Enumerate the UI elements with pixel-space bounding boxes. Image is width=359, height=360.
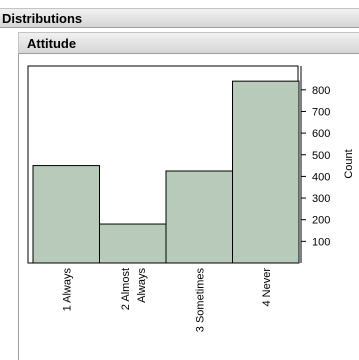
x-tick-label: 4 Never: [261, 268, 273, 307]
y-axis-label: Count: [343, 149, 355, 178]
bar[interactable]: [32, 165, 100, 264]
y-tick-label: 700: [312, 106, 330, 118]
attitude-title: Attitude: [27, 36, 77, 51]
distributions-title: Distributions: [2, 11, 83, 26]
x-tick-label: 3 Sometimes: [194, 268, 206, 333]
y-tick-label: 100: [312, 236, 330, 248]
x-tick-label: Always: [136, 268, 148, 303]
x-tick-label: 1 Always: [61, 268, 73, 312]
attitude-header[interactable]: Attitude: [18, 32, 359, 54]
y-tick-label: 400: [312, 171, 330, 183]
bar[interactable]: [232, 80, 300, 264]
y-tick-label: 600: [312, 128, 330, 140]
distributions-header[interactable]: Distributions: [0, 8, 359, 28]
y-tick-label: 200: [312, 215, 330, 227]
x-tick-label: 2 Almost: [120, 268, 132, 310]
y-tick-label: 300: [312, 193, 330, 205]
bar[interactable]: [99, 223, 167, 264]
y-tick-label: 800: [312, 85, 330, 97]
y-tick-label: 500: [312, 150, 330, 162]
bar[interactable]: [165, 170, 233, 264]
